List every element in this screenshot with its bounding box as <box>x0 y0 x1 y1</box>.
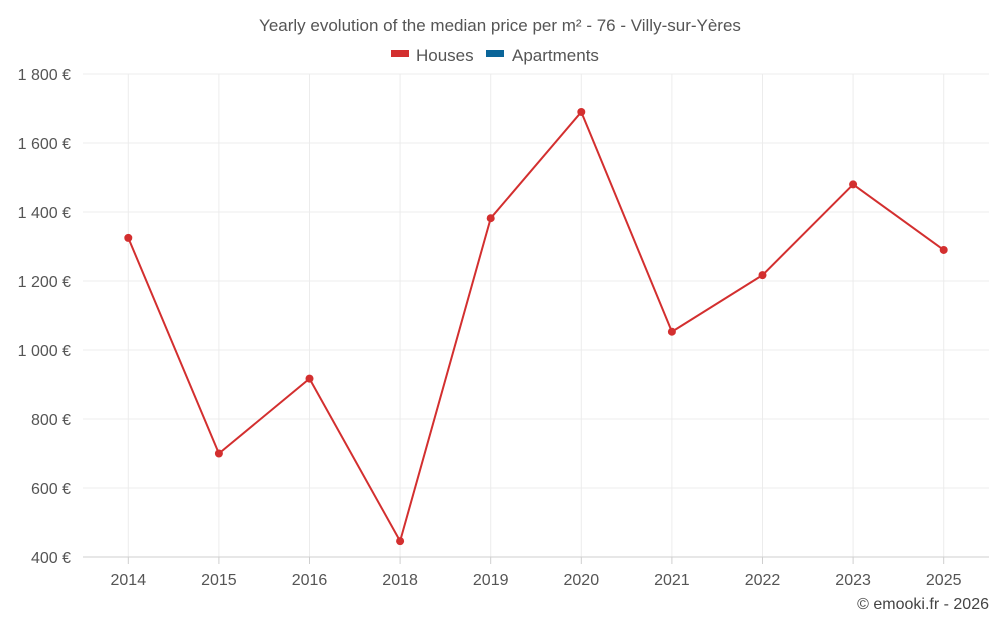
data-point-houses <box>486 214 495 223</box>
y-axis-ticks: 400 € 600 € 800 € 1 000 € 1 200 € 1 400 € 1 60… <box>18 67 71 567</box>
data-point-houses <box>214 449 223 458</box>
y-tick-label: 1 400 € <box>18 205 71 222</box>
gridlines <box>83 73 989 557</box>
x-tick-label: 2019 <box>473 572 509 589</box>
legend-item-houses[interactable]: Houses <box>391 46 474 65</box>
legend: Houses Apartments <box>391 46 599 65</box>
x-axis-ticks: 2014 2015 2016 2018 2019 2020 2021 2022 2023 2025 <box>111 572 962 589</box>
x-tick-label: 2014 <box>111 572 147 589</box>
credit-text: © emooki.fr - 2026 <box>857 596 989 613</box>
legend-swatch-apartments <box>486 50 504 57</box>
y-tick-label: 1 200 € <box>18 274 71 291</box>
x-tick-label: 2021 <box>654 572 690 589</box>
legend-label-apartments: Apartments <box>512 46 599 65</box>
data-point-houses <box>939 245 948 254</box>
y-tick-label: 1 000 € <box>18 343 71 360</box>
x-tick-label: 2016 <box>292 572 328 589</box>
data-point-houses <box>124 233 133 242</box>
x-tick-label: 2025 <box>926 572 962 589</box>
legend-swatch-houses <box>391 50 409 57</box>
x-tick-label: 2018 <box>382 572 418 589</box>
data-point-houses <box>396 537 405 546</box>
data-point-houses <box>305 374 314 383</box>
y-tick-label: 1 800 € <box>18 67 71 84</box>
y-tick-label: 800 € <box>31 412 71 429</box>
x-tick-label: 2022 <box>745 572 781 589</box>
data-point-houses <box>849 180 858 189</box>
legend-item-apartments[interactable]: Apartments <box>486 46 599 65</box>
legend-label-houses: Houses <box>416 46 474 65</box>
data-point-houses <box>758 271 767 280</box>
axes <box>83 556 989 564</box>
series-line-houses <box>127 110 945 543</box>
y-tick-label: 400 € <box>31 550 71 567</box>
y-tick-label: 600 € <box>31 481 71 498</box>
y-tick-label: 1 600 € <box>18 136 71 153</box>
data-point-houses <box>667 327 676 336</box>
x-tick-label: 2015 <box>201 572 237 589</box>
x-tick-label: 2020 <box>564 572 600 589</box>
x-tick-label: 2023 <box>835 572 871 589</box>
data-point-houses <box>577 107 586 116</box>
chart-title: Yearly evolution of the median price per… <box>259 16 741 35</box>
series-houses <box>124 107 948 546</box>
